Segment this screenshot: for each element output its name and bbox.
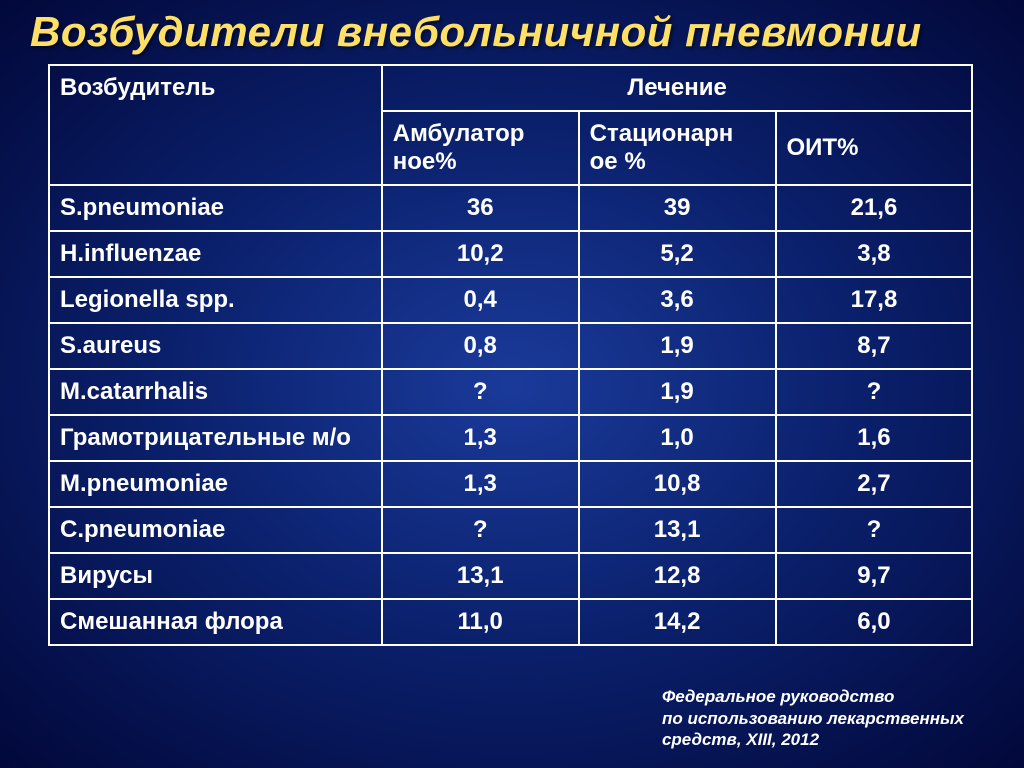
table-row: M.catarrhalis ? 1,9 ? — [49, 369, 972, 415]
cell-oit: 2,7 — [776, 461, 973, 507]
cell-amb: 0,8 — [382, 323, 579, 369]
cell-amb: ? — [382, 507, 579, 553]
table-row: S.aureus 0,8 1,9 8,7 — [49, 323, 972, 369]
cell-pathogen: M.catarrhalis — [49, 369, 382, 415]
cell-oit: 21,6 — [776, 185, 973, 231]
header-oit: ОИТ% — [776, 111, 973, 185]
table-row: S.pneumoniae 36 39 21,6 — [49, 185, 972, 231]
cell-stat: 14,2 — [579, 599, 776, 645]
cell-stat: 1,9 — [579, 369, 776, 415]
cell-oit: 17,8 — [776, 277, 973, 323]
table-row: M.pneumoniae 1,3 10,8 2,7 — [49, 461, 972, 507]
cell-stat: 3,6 — [579, 277, 776, 323]
table-row: C.pneumoniae ? 13,1 ? — [49, 507, 972, 553]
cell-stat: 13,1 — [579, 507, 776, 553]
footer-line-3: средств, XIII, 2012 — [662, 729, 964, 750]
cell-oit: ? — [776, 369, 973, 415]
cell-pathogen: Смешанная флора — [49, 599, 382, 645]
slide-container: Возбудители внебольничной пневмонии Возб… — [0, 0, 1024, 768]
cell-stat: 12,8 — [579, 553, 776, 599]
cell-stat: 39 — [579, 185, 776, 231]
table-row: Вирусы 13,1 12,8 9,7 — [49, 553, 972, 599]
header-amb: Амбулатор ное% — [382, 111, 579, 185]
header-pathogen: Возбудитель — [49, 65, 382, 185]
slide-title: Возбудители внебольничной пневмонии — [30, 8, 994, 56]
table-row: Грамотрицательные м/о 1,3 1,0 1,6 — [49, 415, 972, 461]
cell-pathogen: Грамотрицательные м/о — [49, 415, 382, 461]
cell-pathogen: Вирусы — [49, 553, 382, 599]
cell-oit: 6,0 — [776, 599, 973, 645]
cell-pathogen: S.pneumoniae — [49, 185, 382, 231]
cell-amb: 1,3 — [382, 415, 579, 461]
cell-pathogen: C.pneumoniae — [49, 507, 382, 553]
footer-line-1: Федеральное руководство — [662, 686, 964, 707]
pathogens-table: Возбудитель Лечение Амбулатор ное% Стаци… — [48, 64, 973, 646]
cell-amb: ? — [382, 369, 579, 415]
cell-amb: 0,4 — [382, 277, 579, 323]
footer-line-2: по использованию лекарственных — [662, 708, 964, 729]
header-treatment: Лечение — [382, 65, 973, 111]
cell-stat: 1,0 — [579, 415, 776, 461]
cell-stat: 1,9 — [579, 323, 776, 369]
footer-citation: Федеральное руководство по использованию… — [662, 686, 964, 750]
table-header-row-1: Возбудитель Лечение — [49, 65, 972, 111]
cell-oit: 3,8 — [776, 231, 973, 277]
cell-amb: 10,2 — [382, 231, 579, 277]
cell-stat: 5,2 — [579, 231, 776, 277]
cell-pathogen: H.influenzae — [49, 231, 382, 277]
header-stat: Стационарн ое % — [579, 111, 776, 185]
cell-stat: 10,8 — [579, 461, 776, 507]
cell-pathogen: M.pneumoniae — [49, 461, 382, 507]
cell-amb: 13,1 — [382, 553, 579, 599]
table-row: Смешанная флора 11,0 14,2 6,0 — [49, 599, 972, 645]
table-row: Legionella spp. 0,4 3,6 17,8 — [49, 277, 972, 323]
cell-amb: 11,0 — [382, 599, 579, 645]
cell-pathogen: S.aureus — [49, 323, 382, 369]
cell-oit: 8,7 — [776, 323, 973, 369]
cell-amb: 36 — [382, 185, 579, 231]
cell-oit: ? — [776, 507, 973, 553]
cell-oit: 9,7 — [776, 553, 973, 599]
cell-oit: 1,6 — [776, 415, 973, 461]
cell-pathogen: Legionella spp. — [49, 277, 382, 323]
table-row: H.influenzae 10,2 5,2 3,8 — [49, 231, 972, 277]
cell-amb: 1,3 — [382, 461, 579, 507]
